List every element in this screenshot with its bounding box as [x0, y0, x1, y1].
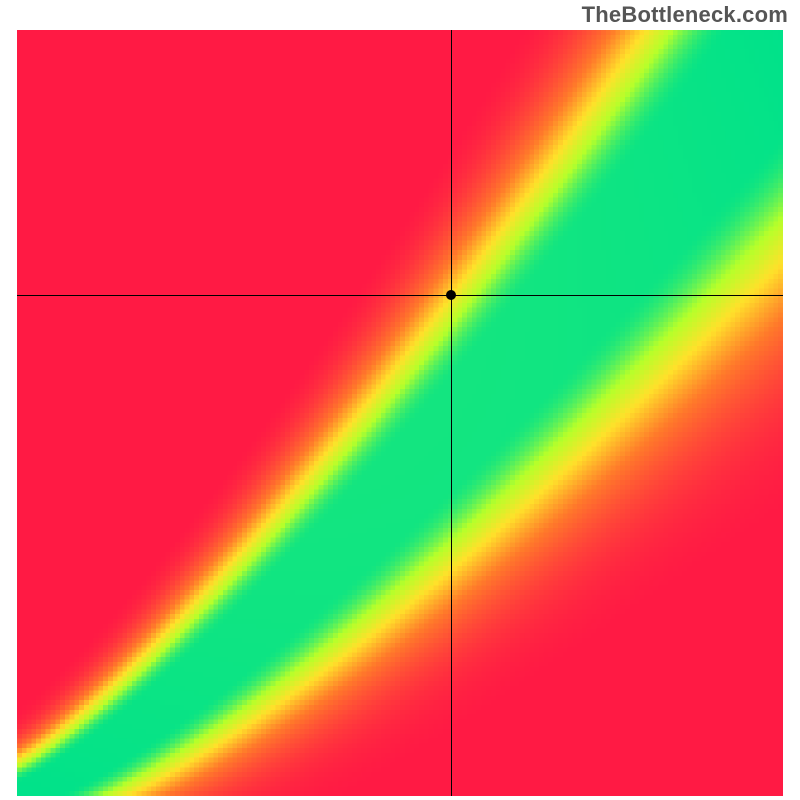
- crosshair-horizontal: [17, 295, 783, 296]
- heatmap-canvas: [17, 30, 783, 796]
- chart-container: TheBottleneck.com: [0, 0, 800, 800]
- crosshair-vertical: [451, 30, 452, 796]
- watermark-text: TheBottleneck.com: [582, 2, 788, 28]
